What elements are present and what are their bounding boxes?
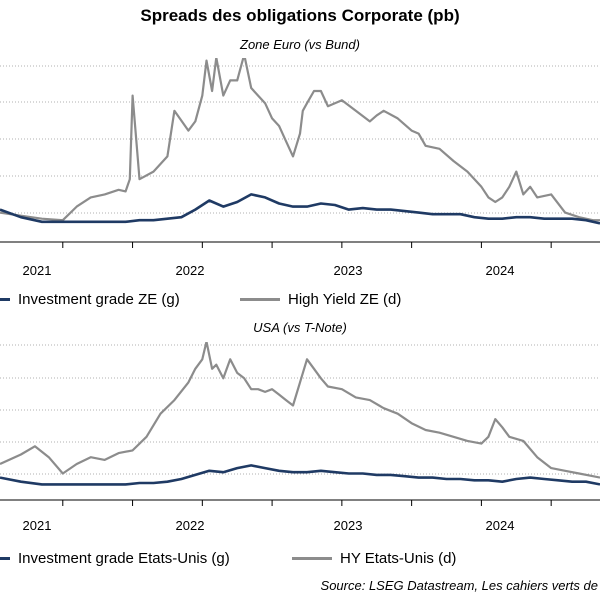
top-xtick-2024: 2024 [485,263,515,278]
bottom-legend-ig-swatch [0,557,10,560]
top-xtick-2023: 2023 [333,263,363,278]
top-xtick-2022: 2022 [175,263,205,278]
top-chart-subtitle: Zone Euro (vs Bund) [240,37,360,52]
bottom-xtick-2021: 2021 [22,518,52,533]
bottom-xtick-2022: 2022 [175,518,205,533]
top-legend-ig-label: Investment grade ZE (g) [18,291,180,308]
top-legend-ig-swatch [0,298,10,301]
top-legend-hy-swatch [240,298,280,301]
bottom-legend-ig-label: Investment grade Etats-Unis (g) [18,550,230,567]
bottom-legend-hy-label: HY Etats-Unis (d) [340,550,457,567]
bottom-legend-hy: HY Etats-Unis (d) [292,550,456,567]
bottom-legend-hy-swatch [292,557,332,560]
top-legend-hy: High Yield ZE (d) [240,291,401,308]
bottom-chart-subtitle: USA (vs T-Note) [253,320,347,335]
series-line-high-yield [0,342,600,479]
series-line-investment-grade [0,193,600,225]
series-line-investment-grade [0,464,600,486]
top-xtick-2021: 2021 [22,263,52,278]
top-chart-plot [0,58,600,248]
top-legend-hy-label: High Yield ZE (d) [288,291,402,308]
source-note: Source: LSEG Datastream, Les cahiers ver… [320,578,598,593]
bottom-xtick-2023: 2023 [333,518,363,533]
bottom-xtick-2024: 2024 [485,518,515,533]
bottom-chart-plot [0,342,600,506]
series-line-high-yield [0,58,600,222]
top-legend-ig: Investment grade ZE (g) [0,291,180,308]
chart-title: Spreads des obligations Corporate (pb) [140,6,460,25]
bottom-legend-ig: Investment grade Etats-Unis (g) [0,550,230,567]
